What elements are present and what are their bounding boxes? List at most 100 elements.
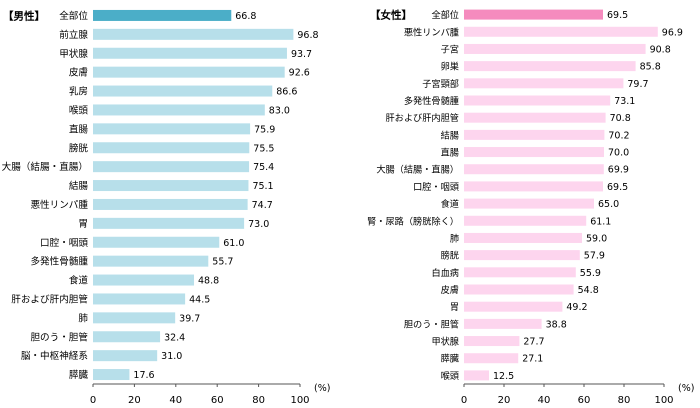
value-label: 27.7 (523, 337, 544, 348)
bar (93, 104, 265, 116)
bar (93, 180, 249, 192)
value-label: 27.1 (522, 354, 543, 365)
value-label: 55.9 (580, 268, 601, 279)
bar (93, 28, 294, 40)
value-label: 55.7 (212, 257, 233, 268)
value-label: 75.9 (254, 124, 275, 135)
category-label: 口腔・咽頭 (40, 237, 88, 249)
category-label: 甲状腺 (431, 336, 459, 348)
value-label: 57.9 (584, 251, 605, 262)
value-label: 65.0 (598, 199, 619, 210)
bar (93, 293, 186, 305)
bar (464, 215, 587, 226)
bar (464, 181, 603, 192)
category-label: 肺 (78, 313, 88, 324)
value-label: 44.5 (189, 294, 210, 305)
value-label: 90.8 (650, 44, 671, 55)
value-label: 70.8 (610, 113, 631, 124)
bar (464, 78, 624, 89)
category-label: 悪性リンパ腫 (404, 26, 459, 38)
bar (93, 66, 285, 78)
category-label: 乳房 (69, 86, 88, 98)
bar (464, 301, 563, 312)
value-label: 38.8 (546, 319, 567, 330)
value-label: 61.1 (590, 216, 611, 227)
x-tick-label: 60 (211, 395, 224, 406)
value-label: 31.0 (161, 351, 182, 362)
value-label: 69.5 (607, 182, 628, 193)
category-label: 全部位 (431, 9, 459, 21)
category-label: 喉頭 (441, 370, 459, 382)
x-tick-label: 20 (498, 395, 511, 406)
value-label: 32.4 (164, 332, 185, 343)
category-label: 結腸 (69, 180, 89, 192)
chart-panel-male: 【男性】 全部位 66.8 前立腺 96.8 甲状腺 93.7 皮膚 92.6 乳房 86.6 喉頭 8… (2, 9, 331, 406)
chart-panel-female: 【女性】 全部位 69.5 悪性リンパ腫 96.9 子宮 90.8 卵巣 85.8 子宮頸部 79.… (367, 9, 694, 406)
category-label: 悪性リンパ腫 (30, 199, 88, 211)
bar (464, 250, 580, 261)
category-label: 肝および肝内胆管 (386, 112, 460, 124)
bar (464, 164, 604, 175)
bar (464, 267, 576, 278)
value-label: 73.0 (248, 219, 269, 230)
value-label: 54.8 (578, 285, 599, 296)
x-axis-unit: (%) (314, 383, 330, 394)
value-label: 75.5 (253, 143, 274, 154)
category-label: 食道 (69, 275, 89, 287)
category-label: 全部位 (59, 10, 88, 22)
bar (464, 61, 636, 72)
bar (93, 369, 130, 381)
x-tick-label: 40 (169, 395, 182, 406)
category-label: 口腔・咽頭 (413, 181, 459, 193)
bar (464, 147, 604, 158)
value-label: 48.8 (198, 276, 219, 287)
bar-total (93, 9, 232, 21)
category-label: 多発性骨髄腫 (30, 256, 88, 268)
category-label: 直腸 (69, 123, 89, 135)
value-label: 12.5 (493, 371, 514, 382)
category-label: 胃 (78, 219, 88, 230)
category-label: 膵臓 (441, 354, 459, 365)
category-label: 肺 (450, 233, 459, 244)
category-label: 甲状腺 (59, 48, 88, 60)
bar (93, 255, 209, 267)
value-label: 75.4 (253, 162, 274, 173)
category-label: 多発性骨髄腫 (404, 95, 459, 107)
bar (464, 26, 658, 37)
value-label: 79.7 (627, 79, 648, 90)
x-tick-label: 100 (290, 395, 309, 406)
bar-total (464, 9, 603, 20)
bar (93, 312, 176, 324)
category-label: 脳・中枢神経系 (21, 350, 88, 362)
value-label: 69.5 (607, 10, 628, 21)
bar (464, 336, 520, 347)
value-label: 85.8 (640, 62, 661, 73)
x-tick-label: 100 (654, 395, 673, 406)
bar (93, 85, 273, 97)
x-tick-label: 20 (128, 395, 141, 406)
bar (464, 198, 594, 209)
bar (93, 142, 250, 154)
category-label: 結腸 (441, 129, 459, 141)
x-axis-unit: (%) (678, 383, 694, 394)
bar (93, 198, 248, 210)
bar (464, 353, 519, 364)
value-label: 96.8 (297, 30, 318, 41)
category-label: 喉頭 (69, 104, 89, 116)
category-label: 膵臓 (69, 370, 89, 381)
value-label: 66.8 (235, 11, 256, 22)
value-label: 75.1 (252, 181, 273, 192)
value-label: 59.0 (586, 233, 607, 244)
value-label: 83.0 (269, 105, 290, 116)
category-label: 前立腺 (59, 29, 88, 41)
value-label: 86.6 (276, 87, 297, 98)
category-label: 子宮頸部 (422, 78, 459, 90)
category-label: 胃 (450, 302, 459, 313)
x-tick-label: 60 (578, 395, 591, 406)
category-label: 腎・尿路（膀胱除く） (367, 215, 459, 227)
x-tick-label: 80 (252, 395, 265, 406)
value-label: 74.7 (252, 200, 273, 211)
value-label: 96.9 (662, 27, 683, 38)
category-label: 膀胱 (441, 250, 459, 262)
